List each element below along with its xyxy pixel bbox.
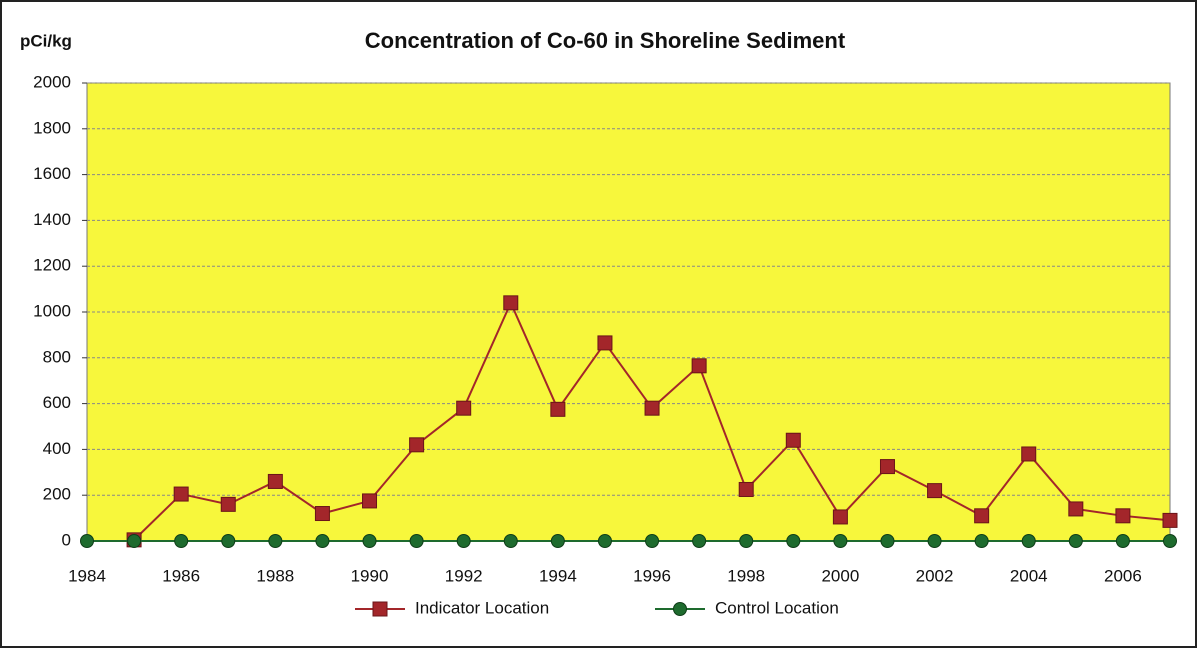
data-point	[738, 481, 754, 497]
x-tick-label: 2006	[1104, 566, 1142, 585]
data-point	[221, 534, 236, 548]
data-point	[127, 534, 142, 548]
data-point	[1115, 534, 1130, 548]
data-point	[644, 400, 660, 416]
legend-marker	[673, 602, 687, 616]
data-point	[362, 534, 377, 548]
y-tick-label: 1000	[33, 301, 71, 320]
data-point	[597, 534, 612, 548]
x-tick-label: 1988	[256, 566, 294, 585]
y-tick-label: 200	[43, 485, 71, 504]
data-point	[315, 534, 330, 548]
data-point	[785, 432, 801, 448]
data-point	[691, 358, 707, 374]
y-tick-label: 0	[62, 530, 71, 549]
data-point	[1068, 534, 1083, 548]
data-point	[220, 496, 236, 512]
data-point	[927, 534, 942, 548]
x-tick-label: 2000	[821, 566, 859, 585]
data-point	[832, 509, 848, 525]
data-point	[80, 534, 94, 548]
data-point	[927, 483, 943, 499]
y-tick-label: 1800	[33, 118, 71, 137]
legend-marker	[372, 601, 388, 617]
y-tick-label: 600	[43, 393, 71, 412]
x-tick-label: 1986	[162, 566, 200, 585]
x-tick-label: 1984	[68, 566, 106, 585]
data-point	[1068, 501, 1084, 517]
data-point	[362, 493, 378, 509]
data-point	[409, 437, 425, 453]
legend-label: Control Location	[715, 598, 839, 617]
data-point	[409, 534, 424, 548]
data-point	[1162, 512, 1178, 528]
data-point	[880, 534, 895, 548]
data-point	[786, 534, 801, 548]
y-tick-label: 1200	[33, 256, 71, 275]
data-point	[739, 534, 754, 548]
data-point	[550, 534, 565, 548]
data-point	[692, 534, 707, 548]
data-point	[173, 486, 189, 502]
y-tick-label: 2000	[33, 72, 71, 91]
chart-title: Concentration of Co-60 in Shoreline Sedi…	[365, 28, 846, 53]
y-tick-label: 1600	[33, 164, 71, 183]
x-tick-label: 2002	[916, 566, 954, 585]
legend-label: Indicator Location	[415, 598, 549, 617]
data-point	[833, 534, 848, 548]
data-point	[267, 473, 283, 489]
data-point	[1115, 508, 1131, 524]
data-point	[974, 534, 989, 548]
data-point	[597, 335, 613, 351]
data-point	[1163, 534, 1177, 548]
data-point	[314, 506, 330, 522]
y-axis-label: pCi/kg	[20, 31, 72, 50]
data-point	[974, 508, 990, 524]
y-tick-label: 1400	[33, 210, 71, 229]
x-tick-label: 1998	[727, 566, 765, 585]
data-point	[645, 534, 660, 548]
data-point	[456, 400, 472, 416]
data-point	[550, 401, 566, 417]
data-point	[1021, 534, 1036, 548]
y-tick-label: 800	[43, 347, 71, 366]
data-point	[1021, 446, 1037, 462]
data-point	[268, 534, 283, 548]
y-tick-label: 400	[43, 439, 71, 458]
x-tick-label: 1994	[539, 566, 577, 585]
data-point	[503, 534, 518, 548]
x-tick-label: 1992	[445, 566, 483, 585]
x-tick-label: 1996	[633, 566, 671, 585]
x-tick-label: 2004	[1010, 566, 1048, 585]
data-point	[503, 295, 519, 311]
data-point	[456, 534, 471, 548]
x-tick-label: 1990	[351, 566, 389, 585]
data-point	[879, 459, 895, 475]
data-point	[174, 534, 189, 548]
